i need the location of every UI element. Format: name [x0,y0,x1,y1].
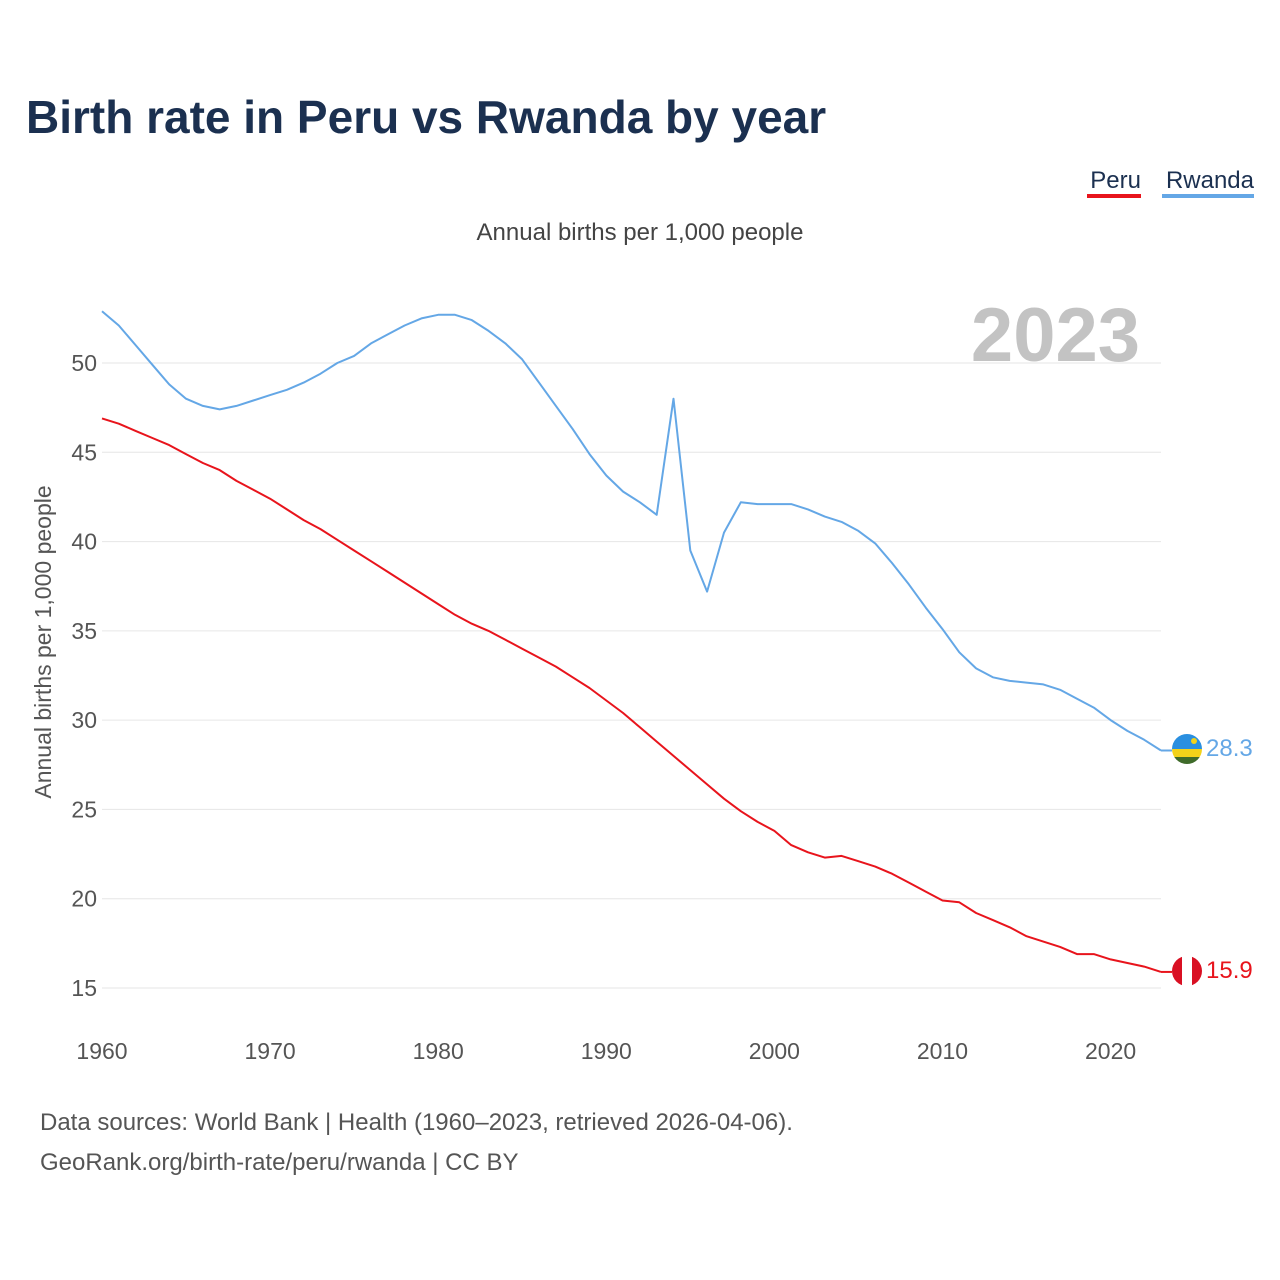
legend-swatch-peru [1087,194,1141,198]
legend-entry-rwanda[interactable]: Rwanda [1166,167,1255,194]
x-tick-label: 2010 [917,1038,968,1064]
peru-flag-marker [1172,956,1202,986]
peru-flag-right-red-band [1192,956,1202,986]
y-tick-label: 35 [71,618,97,644]
series-line-peru[interactable] [101,417,1162,973]
y-tick-label: 20 [71,886,97,912]
y-axis-ticks: 15 20 25 30 35 40 45 50 [71,350,97,1001]
rwanda-end-value: 28.3 [1206,735,1253,762]
legend-entry-peru[interactable]: Peru [1090,167,1141,194]
source-line-1: Data sources: World Bank | Health (1960–… [40,1109,793,1136]
y-tick-label: 45 [71,439,97,465]
x-axis-ticks: 1960 1970 1980 1990 2000 2010 2020 [76,1038,1136,1064]
y-tick-label: 25 [71,796,97,822]
rwanda-flag-sun-icon [1191,738,1197,744]
y-tick-label: 15 [71,975,97,1001]
y-tick-label: 50 [71,350,97,376]
rwanda-flag-blue-band [1172,734,1202,749]
chart-title: Birth rate in Peru vs Rwanda by year [26,91,826,143]
x-tick-label: 2020 [1085,1038,1136,1064]
peru-end-value: 15.9 [1206,957,1253,984]
rwanda-flag-marker [1172,734,1202,764]
series-line-rwanda[interactable] [101,310,1162,752]
chart-subtitle: Annual births per 1,000 people [477,219,804,246]
legend: Peru Rwanda [1087,167,1255,198]
rwanda-flag-green-band [1172,757,1202,764]
y-axis-label: Annual births per 1,000 people [30,485,56,798]
legend-swatch-rwanda [1162,194,1254,198]
x-tick-label: 1960 [76,1038,127,1064]
x-tick-label: 1970 [245,1038,296,1064]
gridlines [102,362,1161,989]
y-tick-label: 30 [71,707,97,733]
y-tick-label: 40 [71,529,97,555]
x-tick-label: 1980 [413,1038,464,1064]
rwanda-flag-yellow-band [1172,749,1202,757]
source-line-2[interactable]: GeoRank.org/birth-rate/peru/rwanda | CC … [40,1149,518,1176]
x-tick-label: 2000 [749,1038,800,1064]
x-tick-label: 1990 [581,1038,632,1064]
series-lines [101,310,1172,973]
peru-flag-left-red-band [1172,956,1182,986]
year-indicator: 2023 [971,293,1140,378]
